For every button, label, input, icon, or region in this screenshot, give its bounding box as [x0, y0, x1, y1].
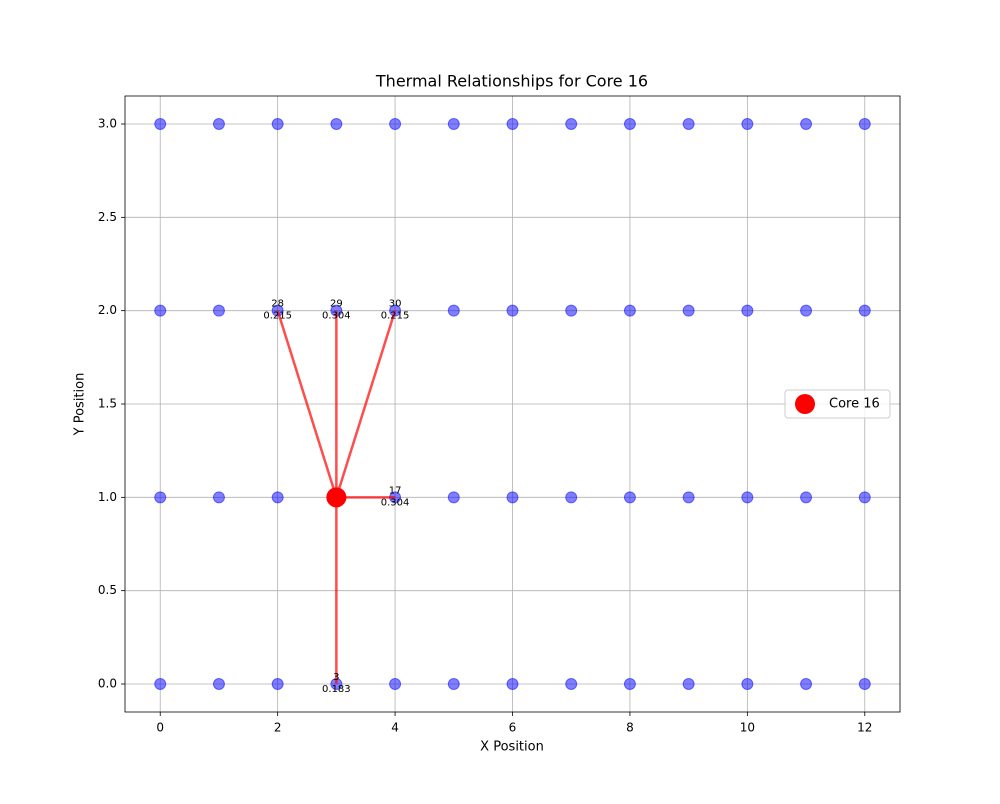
- core-point: [565, 678, 578, 690]
- core-point: [682, 118, 695, 130]
- highlight-core: [326, 487, 347, 508]
- core-point: [623, 678, 636, 690]
- core-point: [447, 304, 460, 317]
- core-point: [447, 678, 460, 690]
- y-tick-label: 1.5: [98, 397, 117, 411]
- core-point: [212, 304, 225, 317]
- core-point: [506, 491, 519, 504]
- edge-weight-label: 0.215: [263, 311, 292, 322]
- core-point: [271, 118, 284, 130]
- edge-id-label: 17: [389, 485, 402, 496]
- edge-weight-label: 0.183: [322, 684, 351, 695]
- core-point: [623, 304, 636, 317]
- core-point: [212, 678, 225, 690]
- core-point: [565, 304, 578, 317]
- y-tick-label: 2.5: [98, 210, 117, 224]
- edge: [335, 310, 397, 498]
- core-point: [389, 678, 402, 690]
- core-point: [447, 491, 460, 504]
- x-tick-label: 6: [509, 721, 517, 735]
- edge-id-label: 28: [271, 299, 284, 310]
- core-point: [506, 304, 519, 317]
- chart-title: Thermal Relationships for Core 16: [375, 72, 648, 91]
- x-tick-label: 2: [274, 721, 282, 735]
- core-point: [154, 491, 167, 504]
- y-tick-label: 3.0: [98, 117, 117, 131]
- core-point: [154, 118, 167, 130]
- core-point: [858, 118, 871, 130]
- edge-id-label: 30: [389, 299, 402, 310]
- x-tick-label: 10: [740, 721, 755, 735]
- core-point: [682, 491, 695, 504]
- edge-weight-label: 0.215: [381, 311, 410, 322]
- x-tick-label: 0: [156, 721, 164, 735]
- core-point: [154, 304, 167, 317]
- core-point: [741, 304, 754, 317]
- core-point: [506, 118, 519, 130]
- edge-weight-label: 0.304: [381, 497, 410, 508]
- core-point: [682, 304, 695, 317]
- core-point: [741, 491, 754, 504]
- core-point: [858, 304, 871, 317]
- core-point: [858, 491, 871, 504]
- edge-id-label: 3: [333, 672, 339, 683]
- plot-frame: [124, 95, 901, 713]
- edge: [276, 310, 338, 498]
- y-tick-label: 0.5: [98, 583, 117, 597]
- legend-marker: [795, 394, 815, 414]
- core-point: [565, 118, 578, 130]
- core-point: [447, 118, 460, 130]
- core-point: [682, 678, 695, 690]
- x-tick-label: 12: [857, 721, 872, 735]
- core-point: [800, 118, 813, 130]
- y-tick-label: 2.0: [98, 303, 117, 317]
- core-point: [741, 118, 754, 130]
- core-point: [271, 491, 284, 504]
- core-point: [800, 678, 813, 690]
- core-point: [212, 118, 225, 130]
- core-point: [800, 491, 813, 504]
- y-tick-label: 0.0: [98, 677, 117, 691]
- core-point: [389, 118, 402, 130]
- y-tick-label: 1.0: [98, 490, 117, 504]
- core-point: [858, 678, 871, 690]
- core-point: [271, 678, 284, 690]
- x-tick-label: 8: [626, 721, 634, 735]
- core-point: [330, 118, 343, 130]
- edge-id-label: 29: [330, 299, 343, 310]
- legend-label: Core 16: [829, 397, 880, 412]
- core-point: [212, 491, 225, 504]
- core-point: [623, 491, 636, 504]
- core-point: [506, 678, 519, 690]
- y-axis-label: Y Position: [73, 373, 88, 437]
- x-axis-label: X Position: [480, 740, 544, 755]
- core-point: [623, 118, 636, 130]
- core-point: [741, 678, 754, 690]
- core-point: [800, 304, 813, 317]
- edge-weight-label: 0.304: [322, 311, 351, 322]
- core-point: [154, 678, 167, 690]
- core-point: [565, 491, 578, 504]
- x-tick-label: 4: [391, 721, 399, 735]
